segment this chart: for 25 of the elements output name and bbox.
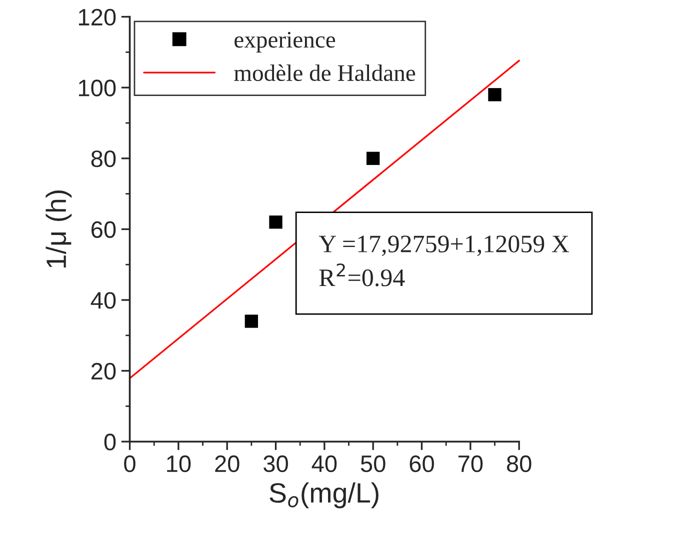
x-tick-label: 50 [360, 455, 386, 472]
point [244, 314, 258, 328]
y-tick-label: 20 [92, 362, 116, 380]
x-tick-label: 40 [312, 455, 337, 472]
x-tick-label: 70 [458, 455, 483, 472]
x-tick-label: 80 [506, 455, 532, 472]
x-tick-label: 20 [215, 455, 240, 472]
legend-label: modèle de Haldane [234, 64, 416, 82]
y-tick-label: 40 [90, 292, 116, 309]
y-tick-label: 120 [78, 8, 116, 26]
x-tick-label: 0 [124, 455, 136, 472]
point [488, 88, 502, 102]
x-tick-label: 30 [264, 455, 288, 472]
x-axis-title: S$_{o}$(mg/L) [270, 482, 378, 508]
point [366, 152, 380, 165]
x-tick-label: 60 [410, 455, 434, 472]
point [269, 216, 282, 229]
y-tick-label: 0 [104, 434, 116, 450]
y-tick-label: 60 [92, 221, 116, 238]
y-tick-label: 100 [78, 80, 116, 96]
legend-label: experience [234, 32, 336, 52]
y-axis-title: 1/μ (h) [46, 190, 72, 268]
x-tick-label: 10 [167, 455, 191, 472]
y-tick-label: 80 [91, 150, 116, 168]
annotation: Y =17,92759+1,12059 X R$^{2}$=0.94 [318, 236, 569, 286]
